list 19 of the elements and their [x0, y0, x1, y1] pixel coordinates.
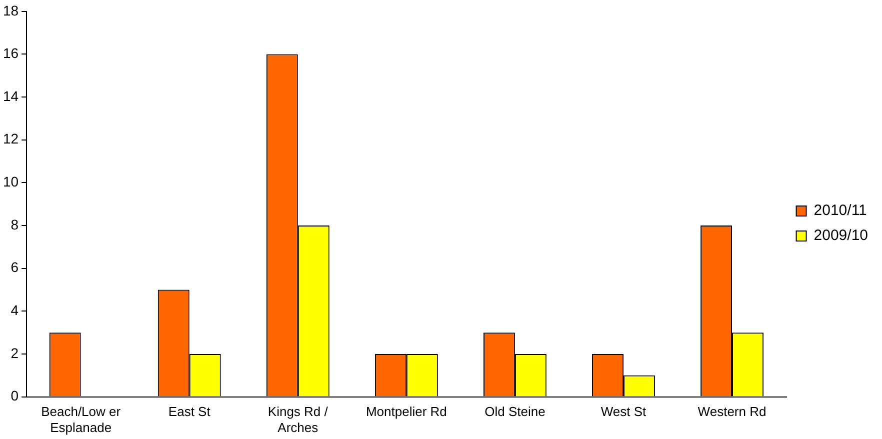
- y-tick-label: 6: [10, 259, 19, 276]
- x-tick-label: West St: [600, 404, 647, 420]
- y-tick-label: 14: [2, 88, 19, 104]
- x-tick-label: Beach/Low er Esplanade: [41, 404, 122, 435]
- x-tick-label: Old Steine: [484, 404, 546, 420]
- x-tick-label: Montpelier Rd: [366, 404, 447, 420]
- y-tick-label: 10: [2, 174, 19, 190]
- y-tick-label: 12: [2, 130, 19, 147]
- y-tick-label: 18: [2, 2, 19, 18]
- legend-label: 2009/10: [814, 227, 868, 244]
- y-tick-label: 16: [2, 45, 19, 62]
- y-tick-label: 0: [10, 388, 19, 404]
- x-tick-label: Kings Rd / Arches: [268, 404, 328, 435]
- legend-label: 2010/11: [814, 202, 867, 220]
- y-tick-label: 2: [10, 344, 19, 361]
- y-tick-label: 4: [10, 302, 19, 318]
- x-tick-label: Western Rd: [698, 404, 766, 420]
- y-tick-label: 8: [10, 216, 19, 232]
- x-tick-label: East St: [168, 404, 211, 420]
